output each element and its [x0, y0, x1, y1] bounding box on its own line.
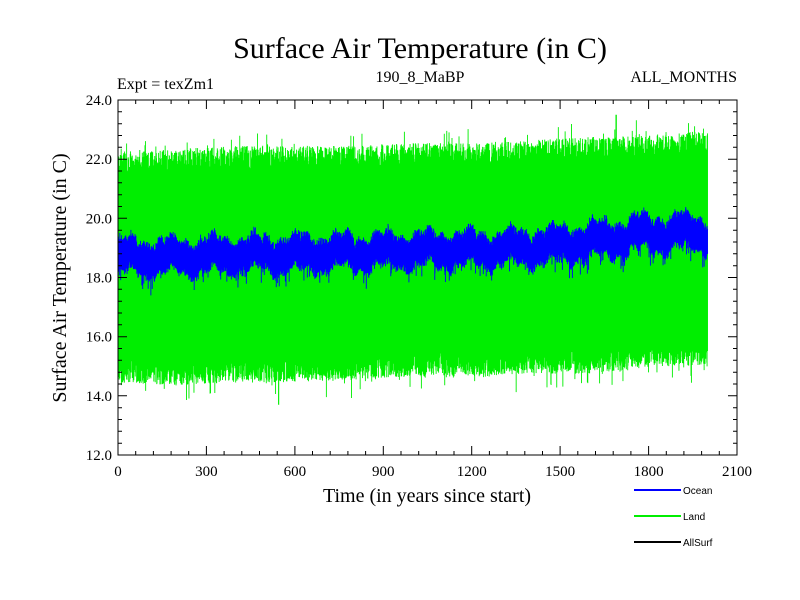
axis-ticks [117, 99, 738, 456]
y-tick-label: 16.0 [86, 330, 112, 346]
x-tick-label: 2100 [722, 464, 752, 480]
x-tick-label: 600 [284, 464, 307, 480]
y-tick-labels: 12.0 14.0 16.0 18.0 20.0 22.0 24.0 [86, 93, 112, 464]
subtitle-right: ALL_MONTHS [630, 69, 737, 86]
x-tick-labels: 0 300 600 900 1200 1500 1800 2100 [114, 464, 752, 480]
y-tick-label: 12.0 [86, 448, 112, 464]
x-tick-label: 300 [195, 464, 218, 480]
y-tick-label: 24.0 [86, 93, 112, 109]
legend-ocean-label: Ocean [683, 486, 712, 497]
y-tick-label: 20.0 [86, 211, 112, 227]
legend: Ocean Land AllSurf [634, 486, 713, 549]
y-tick-label: 14.0 [86, 389, 112, 405]
y-tick-label: 18.0 [86, 271, 112, 287]
x-tick-label: 1500 [545, 464, 575, 480]
series-layer [117, 114, 708, 405]
legend-allsurf-label: AllSurf [683, 538, 713, 549]
legend-land-label: Land [683, 512, 705, 523]
y-tick-label: 22.0 [86, 152, 112, 168]
chart-title: Surface Air Temperature (in C) [233, 32, 607, 65]
subtitle-left: Expt = texZm1 [117, 76, 214, 93]
x-axis-label: Time (in years since start) [323, 485, 531, 507]
x-tick-label: 0 [114, 464, 122, 480]
x-tick-label: 1800 [634, 464, 664, 480]
x-tick-label: 900 [372, 464, 395, 480]
tick-marks [117, 99, 738, 456]
y-axis-label: Surface Air Temperature (in C) [49, 153, 71, 402]
subtitle-center: 190_8_MaBP [376, 69, 465, 86]
x-tick-label: 1200 [457, 464, 487, 480]
